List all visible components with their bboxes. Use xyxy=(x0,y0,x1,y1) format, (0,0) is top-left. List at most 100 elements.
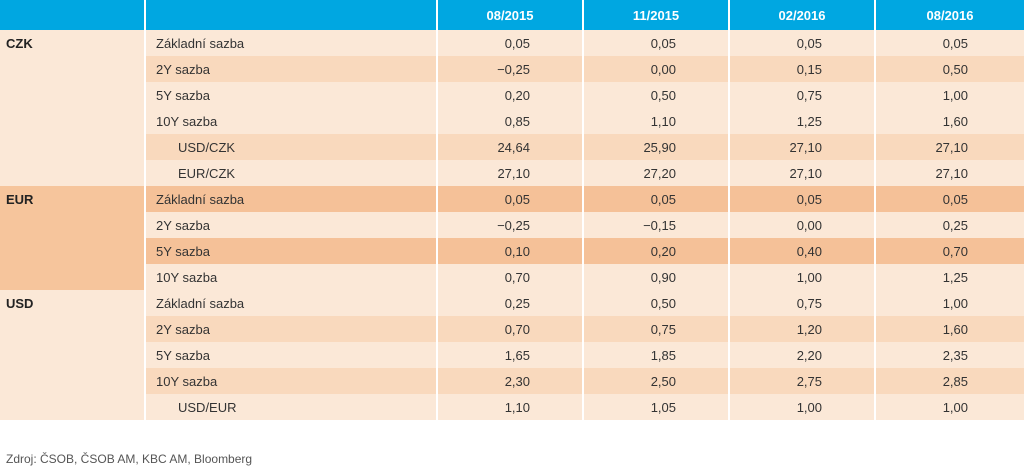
group-label-czk: CZK xyxy=(0,30,146,186)
row-label: 5Y sazba xyxy=(146,342,438,368)
value-cell: 2,20 xyxy=(730,342,876,368)
table-row: 2Y sazba 0,70 0,75 1,20 1,60 xyxy=(0,316,1024,342)
row-label: USD/CZK xyxy=(146,134,438,160)
value-cell: 1,00 xyxy=(876,394,1024,420)
table-row: CZK Základní sazba 0,05 0,05 0,05 0,05 xyxy=(0,30,1024,186)
table-row: USD Základní sazba 0,25 0,50 0,75 1,00 xyxy=(0,290,1024,420)
value-cell: 1,60 xyxy=(876,108,1024,134)
row-label: 10Y sazba xyxy=(146,264,438,290)
value-cell: 0,75 xyxy=(730,290,876,316)
row-label: 5Y sazba xyxy=(146,82,438,108)
value-cell: 0,20 xyxy=(438,82,584,108)
value-cell: 0,70 xyxy=(438,264,584,290)
group-label-eur: EUR xyxy=(0,186,146,290)
value-cell: 0,05 xyxy=(584,30,730,56)
row-label: 10Y sazba xyxy=(146,368,438,394)
column-header-1: 08/2015 xyxy=(438,0,584,30)
value-cell: 0,05 xyxy=(730,30,876,56)
value-cell: 0,70 xyxy=(438,316,584,342)
value-cell: 0,90 xyxy=(584,264,730,290)
table-row: 5Y sazba 1,65 1,85 2,20 2,35 xyxy=(0,342,1024,368)
value-cell: 0,05 xyxy=(438,30,584,56)
header-group-cell xyxy=(0,0,146,30)
column-header-4: 08/2016 xyxy=(876,0,1024,30)
table-row: 5Y sazba 0,20 0,50 0,75 1,00 xyxy=(0,82,1024,108)
table-row: 2Y sazba −0,25 0,00 0,15 0,50 xyxy=(0,56,1024,82)
source-note: Zdroj: ČSOB, ČSOB AM, KBC AM, Bloomberg xyxy=(6,452,253,466)
value-cell: 27,20 xyxy=(584,160,730,186)
table-row: USD/EUR 1,10 1,05 1,00 1,00 xyxy=(0,394,1024,420)
value-cell: 0,10 xyxy=(438,238,584,264)
row-label: 2Y sazba xyxy=(146,316,438,342)
value-cell: 1,00 xyxy=(876,290,1024,316)
value-cell: 0,00 xyxy=(730,212,876,238)
value-cell: 24,64 xyxy=(438,134,584,160)
table-row: 10Y sazba 0,85 1,10 1,25 1,60 xyxy=(0,108,1024,134)
value-cell: 0,25 xyxy=(876,212,1024,238)
value-cell: 0,50 xyxy=(876,56,1024,82)
header-label-cell xyxy=(146,0,438,30)
value-cell: 27,10 xyxy=(730,134,876,160)
row-label: USD/EUR xyxy=(146,394,438,420)
column-header-3: 02/2016 xyxy=(730,0,876,30)
value-cell: 0,05 xyxy=(584,186,730,212)
row-label: 5Y sazba xyxy=(146,238,438,264)
value-cell: 27,10 xyxy=(876,160,1024,186)
value-cell: 1,25 xyxy=(730,108,876,134)
table-row: 10Y sazba 2,30 2,50 2,75 2,85 xyxy=(0,368,1024,394)
value-cell: 1,00 xyxy=(730,394,876,420)
row-label: Základní sazba xyxy=(146,30,438,56)
table-row: 10Y sazba 0,70 0,90 1,00 1,25 xyxy=(0,264,1024,290)
value-cell: 27,10 xyxy=(876,134,1024,160)
table-row: 5Y sazba 0,10 0,20 0,40 0,70 xyxy=(0,238,1024,264)
table-row: EUR Základní sazba 0,05 0,05 0,05 0,05 xyxy=(0,186,1024,290)
value-cell: 2,35 xyxy=(876,342,1024,368)
value-cell: −0,15 xyxy=(584,212,730,238)
row-label: EUR/CZK xyxy=(146,160,438,186)
rates-forecast-table: 08/2015 11/2015 02/2016 08/2016 CZK Zákl… xyxy=(0,0,1024,420)
value-cell: 1,85 xyxy=(584,342,730,368)
value-cell: 0,75 xyxy=(730,82,876,108)
value-cell: −0,25 xyxy=(438,212,584,238)
value-cell: 1,65 xyxy=(438,342,584,368)
value-cell: 0,05 xyxy=(730,186,876,212)
group-label-usd: USD xyxy=(0,290,146,420)
value-cell: −0,25 xyxy=(438,56,584,82)
value-cell: 1,00 xyxy=(730,264,876,290)
value-cell: 2,85 xyxy=(876,368,1024,394)
value-cell: 0,70 xyxy=(876,238,1024,264)
value-cell: 1,20 xyxy=(730,316,876,342)
value-cell: 1,25 xyxy=(876,264,1024,290)
table-header-row: 08/2015 11/2015 02/2016 08/2016 xyxy=(0,0,1024,30)
value-cell: 27,10 xyxy=(438,160,584,186)
value-cell: 1,05 xyxy=(584,394,730,420)
value-cell: 0,75 xyxy=(584,316,730,342)
value-cell: 0,05 xyxy=(876,186,1024,212)
table-row: 2Y sazba −0,25 −0,15 0,00 0,25 xyxy=(0,212,1024,238)
value-cell: 1,10 xyxy=(584,108,730,134)
value-cell: 0,05 xyxy=(876,30,1024,56)
value-cell: 0,40 xyxy=(730,238,876,264)
value-cell: 0,25 xyxy=(438,290,584,316)
value-cell: 0,50 xyxy=(584,290,730,316)
value-cell: 1,10 xyxy=(438,394,584,420)
row-label: 2Y sazba xyxy=(146,212,438,238)
value-cell: 0,05 xyxy=(438,186,584,212)
value-cell: 2,30 xyxy=(438,368,584,394)
row-label: 10Y sazba xyxy=(146,108,438,134)
table-row: EUR/CZK 27,10 27,20 27,10 27,10 xyxy=(0,160,1024,186)
value-cell: 2,75 xyxy=(730,368,876,394)
value-cell: 1,00 xyxy=(876,82,1024,108)
value-cell: 27,10 xyxy=(730,160,876,186)
value-cell: 0,85 xyxy=(438,108,584,134)
table-body: CZK Základní sazba 0,05 0,05 0,05 0,05 2… xyxy=(0,30,1024,420)
value-cell: 0,50 xyxy=(584,82,730,108)
row-label: 2Y sazba xyxy=(146,56,438,82)
column-header-2: 11/2015 xyxy=(584,0,730,30)
row-label: Základní sazba xyxy=(146,186,438,212)
value-cell: 2,50 xyxy=(584,368,730,394)
row-label: Základní sazba xyxy=(146,290,438,316)
value-cell: 25,90 xyxy=(584,134,730,160)
value-cell: 0,15 xyxy=(730,56,876,82)
